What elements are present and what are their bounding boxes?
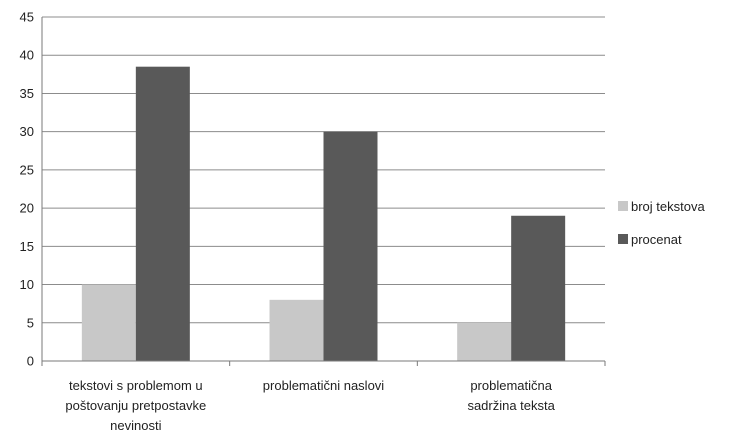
x-category-label: sadržina teksta [467,398,555,413]
x-category-label: problematični naslovi [263,378,385,393]
legend-label: broj tekstova [631,199,705,214]
y-tick-label: 15 [20,239,34,254]
y-tick-label: 20 [20,201,34,216]
y-tick-label: 45 [20,10,34,25]
bar-procenat-2 [511,215,566,361]
y-tick-label: 25 [20,162,34,177]
y-tick-label: 10 [20,277,34,292]
y-tick-label: 5 [27,315,34,330]
bar-procenat-0 [135,66,190,361]
bar-procenat-1 [323,131,378,361]
x-category-label: tekstovi s problemom u [69,378,203,393]
legend-swatch [618,234,628,244]
x-category-label: problematična [470,378,552,393]
legend: broj tekstova procenat [618,199,705,247]
y-tick-label: 0 [27,354,34,369]
y-tick-label: 40 [20,48,34,63]
bar-broj-tekstova-1 [269,299,324,361]
x-axis-labels: tekstovi s problemom u poštovanju pretpos… [65,378,555,433]
bar-broj-tekstova-0 [81,284,136,361]
axes [41,17,606,366]
x-category-label: poštovanju pretpostavke [65,398,206,413]
bars [81,66,566,361]
y-tick-label: 30 [20,124,34,139]
y-axis-ticks: 0 5 10 15 20 25 30 35 40 45 [20,10,34,369]
legend-label: procenat [631,232,682,247]
legend-swatch [618,201,628,211]
bar-broj-tekstova-2 [457,322,512,361]
x-category-label: nevinosti [110,418,161,433]
y-tick-label: 35 [20,86,34,101]
